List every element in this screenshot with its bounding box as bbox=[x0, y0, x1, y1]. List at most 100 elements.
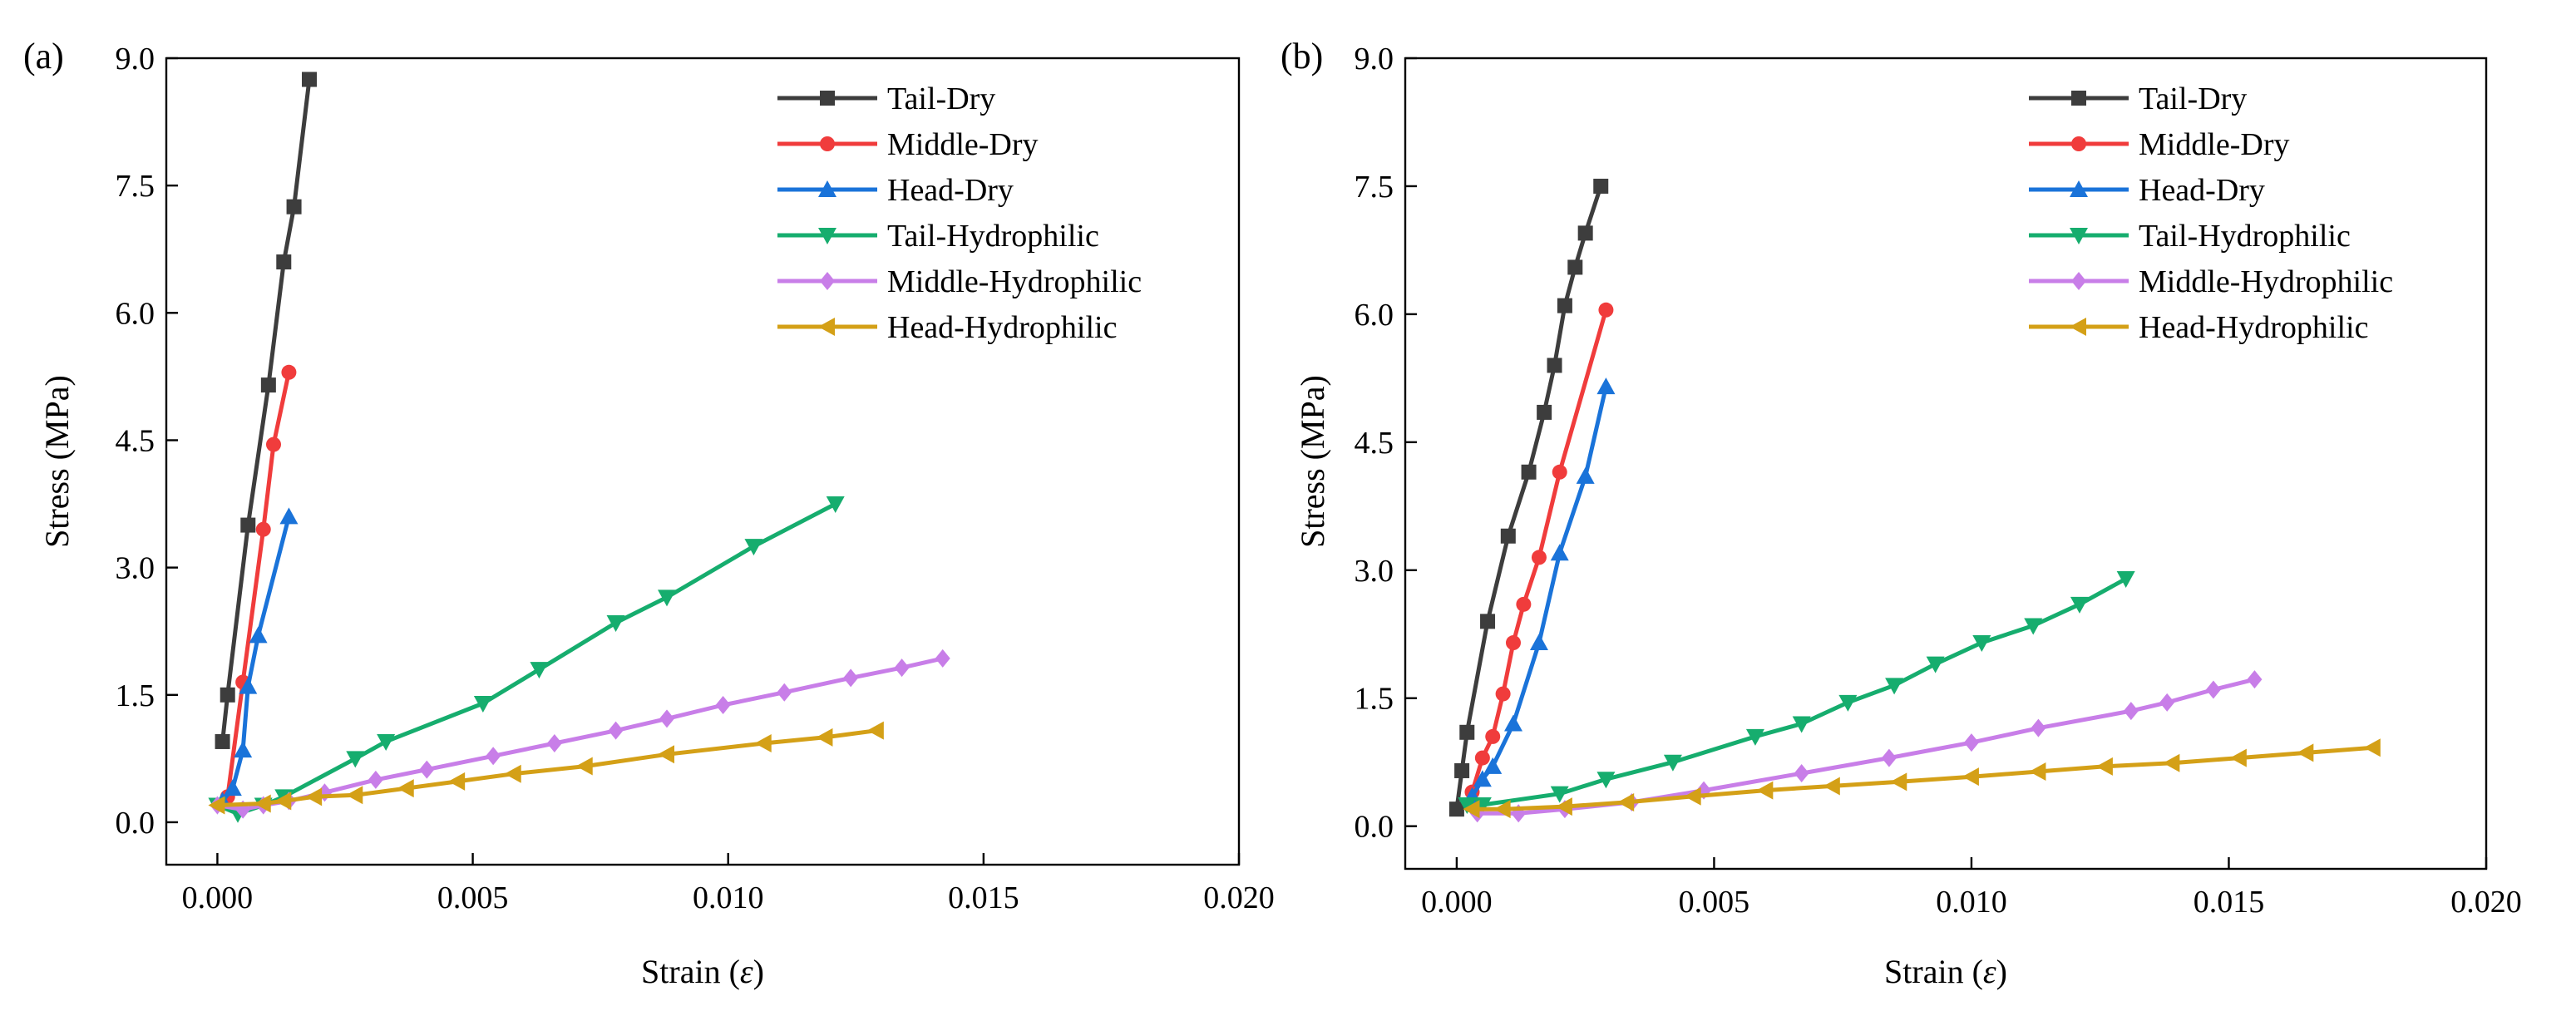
data-point bbox=[658, 745, 674, 764]
data-point bbox=[1962, 767, 1979, 787]
data-point bbox=[419, 760, 435, 779]
y-tick-label: 1.5 bbox=[116, 678, 155, 713]
data-point bbox=[1552, 464, 1567, 480]
legend-marker-middle-dry bbox=[820, 136, 835, 151]
legend-label-middle-hydrophilic: Middle-Hydrophilic bbox=[887, 264, 1142, 299]
legend-label-tail-hydrophilic: Tail-Hydrophilic bbox=[2139, 219, 2351, 254]
series-head-hydrophilic bbox=[1463, 738, 2381, 819]
legend-marker-tail-hydrophilic bbox=[818, 228, 836, 244]
data-point bbox=[2229, 748, 2247, 767]
panel-label: (a) bbox=[23, 36, 64, 76]
legend-marker-head-hydrophilic bbox=[818, 318, 835, 336]
data-point bbox=[2205, 680, 2221, 699]
data-point bbox=[659, 709, 674, 728]
data-point bbox=[1529, 634, 1548, 651]
series-layer bbox=[1448, 178, 2381, 823]
data-point bbox=[1745, 728, 1764, 746]
data-point bbox=[208, 796, 225, 815]
y-tick-label: 3.0 bbox=[116, 551, 155, 586]
legend-marker-tail-hydrophilic bbox=[2070, 228, 2088, 244]
data-point bbox=[1537, 404, 1552, 420]
data-point bbox=[1506, 635, 1521, 651]
legend-marker-middle-hydrophilic bbox=[820, 272, 835, 290]
data-point bbox=[220, 687, 235, 703]
data-point bbox=[1756, 781, 1774, 800]
data-point bbox=[1547, 358, 1562, 373]
data-point bbox=[606, 615, 625, 632]
data-point bbox=[240, 517, 256, 533]
legend-label-tail-dry: Tail-Dry bbox=[887, 81, 995, 116]
data-point bbox=[1617, 792, 1635, 811]
data-point bbox=[1480, 614, 1496, 629]
x-tick-label: 0.010 bbox=[693, 880, 764, 915]
data-point bbox=[2363, 738, 2381, 757]
legend: Tail-Dry Middle-Dry Head-Dry Tail-Hydrophil… bbox=[2029, 81, 2393, 345]
x-axis-title: Strain (ε) bbox=[1884, 953, 2007, 990]
data-point bbox=[2247, 670, 2263, 689]
data-point bbox=[1500, 528, 1516, 544]
data-point bbox=[286, 199, 302, 215]
x-tick-label: 0.010 bbox=[1936, 885, 2007, 920]
data-point bbox=[1926, 656, 1945, 673]
data-point bbox=[1963, 733, 1979, 752]
data-point bbox=[1593, 178, 1609, 194]
data-point bbox=[1550, 544, 1569, 561]
panel-label: (b) bbox=[1281, 36, 1323, 76]
data-point bbox=[2024, 618, 2043, 635]
y-tick-label: 9.0 bbox=[1355, 42, 1394, 76]
legend-label-middle-dry: Middle-Dry bbox=[2139, 127, 2290, 162]
data-point bbox=[894, 658, 910, 678]
legend-label-middle-hydrophilic: Middle-Hydrophilic bbox=[2139, 264, 2393, 299]
x-tick-label: 0.005 bbox=[1679, 885, 1750, 920]
data-point bbox=[2123, 702, 2139, 721]
data-point bbox=[279, 507, 299, 525]
data-point bbox=[1485, 728, 1501, 744]
legend-label-middle-dry: Middle-Dry bbox=[887, 127, 1039, 162]
y-tick-label: 0.0 bbox=[1355, 810, 1394, 845]
data-point bbox=[1448, 802, 1464, 817]
data-point bbox=[1521, 464, 1537, 480]
data-point bbox=[1493, 800, 1511, 819]
series-line-middle-hydrophilic bbox=[1477, 677, 2256, 816]
data-point bbox=[504, 764, 521, 783]
data-point bbox=[1473, 770, 1492, 787]
data-point bbox=[1463, 800, 1480, 819]
data-point bbox=[346, 751, 365, 768]
series-middle-hydrophilic bbox=[1469, 670, 2263, 823]
data-point bbox=[1459, 724, 1475, 740]
data-point bbox=[2297, 743, 2314, 762]
legend-label-tail-dry: Tail-Dry bbox=[2139, 81, 2247, 116]
plot-frame bbox=[1404, 57, 2488, 871]
legend-marker-head-dry bbox=[2070, 180, 2088, 197]
data-point bbox=[448, 772, 466, 791]
y-tick-label: 7.5 bbox=[1355, 170, 1394, 205]
x-tick-label: 0.000 bbox=[1421, 885, 1493, 920]
data-point bbox=[223, 779, 242, 797]
series-middle-dry bbox=[1464, 302, 1614, 800]
data-point bbox=[1458, 797, 1477, 815]
legend-marker-tail-dry bbox=[2071, 91, 2086, 106]
data-point bbox=[777, 683, 792, 702]
data-point bbox=[1555, 797, 1572, 816]
data-point bbox=[397, 779, 414, 798]
y-tick-label: 4.5 bbox=[116, 423, 155, 458]
data-point bbox=[826, 496, 845, 514]
y-axis-title: Stress (MPa) bbox=[1294, 375, 1331, 548]
y-tick-label: 9.0 bbox=[116, 42, 155, 76]
x-tick-label: 0.015 bbox=[948, 880, 1019, 915]
data-point bbox=[260, 377, 276, 393]
series-tail-hydrophilic bbox=[1458, 571, 2135, 815]
chart-panel-b: (b) 0.000 0.005 0.010 0.015 0.020 0.0 1.5 3.0 4.… bbox=[1281, 36, 2522, 990]
x-tick-label: 0.020 bbox=[1203, 880, 1275, 915]
data-point bbox=[2031, 718, 2046, 737]
data-point bbox=[346, 786, 363, 805]
legend-label-tail-hydrophilic: Tail-Hydrophilic bbox=[887, 219, 1099, 254]
y-tick-label: 6.0 bbox=[116, 296, 155, 331]
data-point bbox=[2116, 571, 2135, 589]
y-tick-label: 4.5 bbox=[1355, 426, 1394, 461]
data-point bbox=[1557, 298, 1572, 313]
x-tick-label: 0.015 bbox=[2194, 885, 2265, 920]
legend-label-head-hydrophilic: Head-Hydrophilic bbox=[887, 310, 1117, 345]
data-point bbox=[249, 626, 268, 644]
data-point bbox=[1483, 757, 1503, 774]
